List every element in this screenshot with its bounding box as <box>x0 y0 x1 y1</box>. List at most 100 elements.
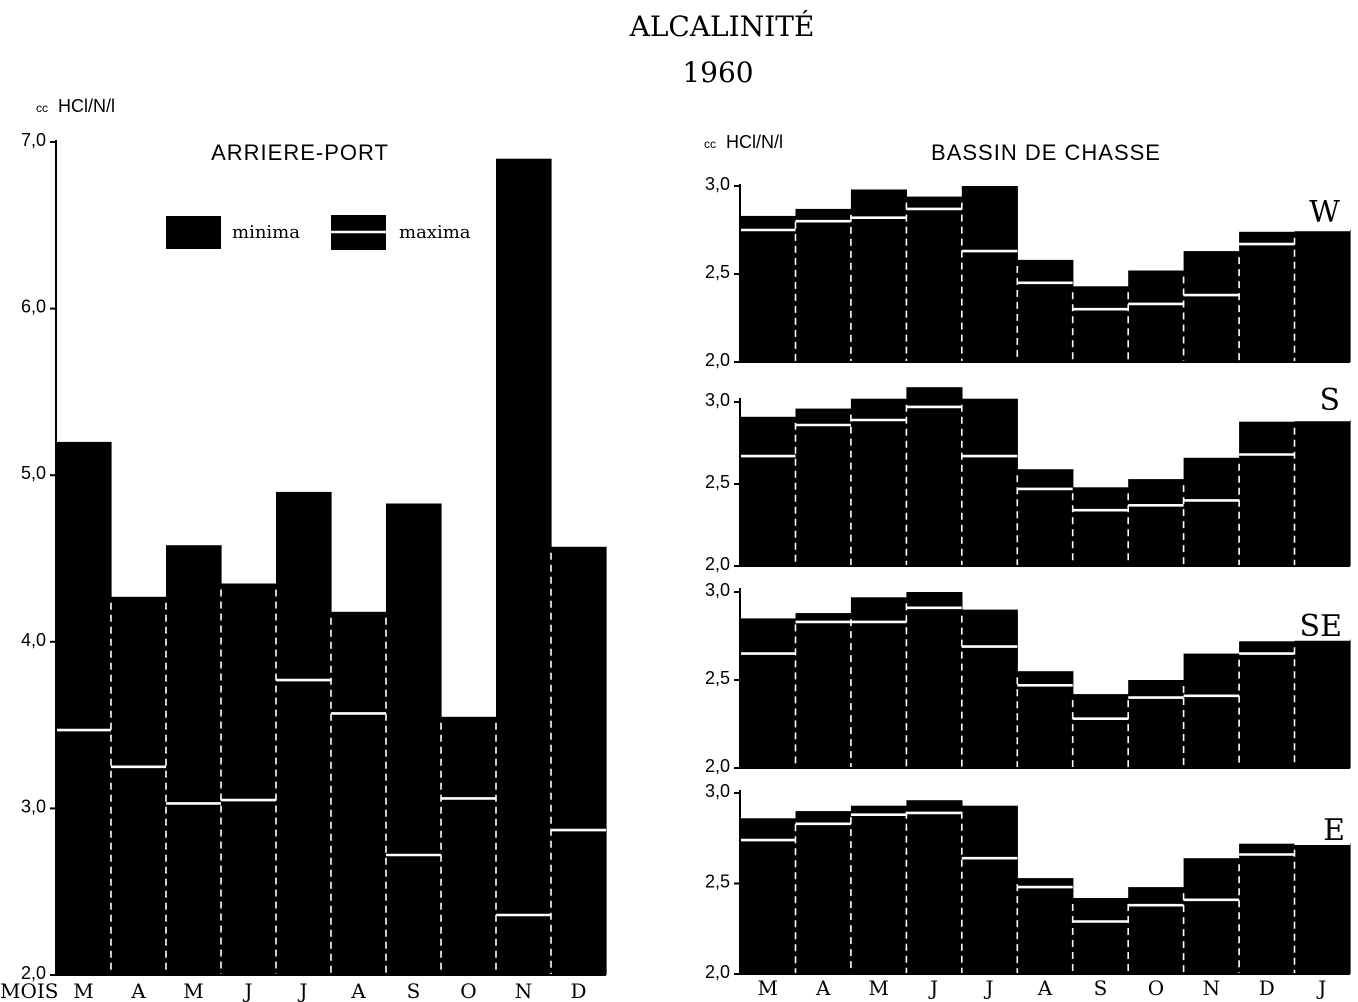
y-tick-label: 2,5 <box>705 262 730 282</box>
bar-maxima-J <box>276 491 332 975</box>
y-axis-unit-label: HCl/N/l <box>58 96 115 116</box>
y-tick-label: 7,0 <box>21 130 46 150</box>
bar-maxima-M <box>740 818 797 974</box>
bar-maxima-A <box>1017 671 1074 768</box>
y-tick-label: 3,0 <box>21 796 46 816</box>
x-tick-label: S <box>1094 976 1108 1000</box>
y-tick-label: 3,0 <box>705 781 730 801</box>
chart-panel-2: 2,0 2,5 3,0 S <box>705 383 1351 574</box>
bar-maxima-J <box>961 805 1018 974</box>
y-tick-label: 2,0 <box>705 756 730 776</box>
legend-minima-label: minima <box>232 222 300 243</box>
bar-maxima-S <box>1072 898 1129 974</box>
y-tick-label: 2,0 <box>705 962 730 982</box>
y-tick-label: 5,0 <box>21 463 46 483</box>
bar-maxima-O <box>1128 479 1185 566</box>
station-label: SE <box>1300 609 1342 644</box>
chart-layer: 2,0 3,0 4,0 5,0 6,0 7,0 M A M J J A S O N D ARRIERE-PORT… <box>21 96 1351 1002</box>
bar-maxima-D <box>551 546 607 975</box>
x-tick-label: N <box>515 979 533 1002</box>
bar-maxima-M <box>850 805 907 974</box>
chart-panel-1: 2,0 2,5 3,0 W BASSIN DE CHASSE cc HCl/N/l <box>704 132 1351 370</box>
bar-maxima-S <box>386 503 442 975</box>
bar-maxima-J <box>221 583 277 975</box>
bar-maxima-D <box>1239 231 1296 362</box>
bar-maxima-M <box>740 215 797 362</box>
x-tick-label: O <box>460 979 476 1002</box>
x-tick-label: A <box>815 976 831 1000</box>
bar-maxima-A <box>795 613 852 768</box>
y-tick-label: 3,0 <box>705 580 730 600</box>
bar-maxima-J <box>906 387 963 566</box>
bar-maxima-A <box>795 408 852 566</box>
bar-maxima-M <box>740 416 797 566</box>
x-tick-label: J <box>928 976 938 1000</box>
bar-maxima-A <box>795 811 852 974</box>
y-tick-label: 2,5 <box>705 668 730 688</box>
x-axis-label-mois: MOIS <box>0 979 58 1002</box>
bar-maxima-J <box>961 398 1018 566</box>
y-tick-label: 2,5 <box>705 872 730 892</box>
bar-maxima-J <box>1294 230 1351 362</box>
x-tick-label: M <box>868 976 888 1000</box>
x-tick-label: J <box>297 979 307 1002</box>
bar-maxima-J <box>906 592 963 768</box>
chart-panel-0: 2,0 3,0 4,0 5,0 6,0 7,0 M A M J J A S O N D ARRIERE-PORT… <box>21 96 607 1002</box>
bar-maxima-D <box>1239 843 1296 974</box>
bar-maxima-J <box>1294 843 1351 974</box>
bar-maxima-J <box>906 800 963 974</box>
bar-maxima-J <box>961 609 1018 768</box>
bar-maxima-D <box>1239 421 1296 566</box>
x-tick-label: D <box>1259 976 1275 1000</box>
y-tick-label: 6,0 <box>21 297 46 317</box>
chart-panel-3: 2,0 2,5 3,0 SE <box>705 580 1351 776</box>
bar-maxima-A <box>1017 469 1074 566</box>
bar-maxima-J <box>1294 639 1351 768</box>
station-label: S <box>1319 383 1340 418</box>
bar-maxima-D <box>1239 641 1296 768</box>
bar-maxima-M <box>740 618 797 768</box>
bar-maxima-N <box>1183 858 1240 974</box>
y-axis-unit-prefix: cc <box>36 101 48 115</box>
x-tick-label: A <box>1037 976 1053 1000</box>
y-tick-label: 2,0 <box>705 554 730 574</box>
bar-maxima-J <box>906 196 963 362</box>
x-tick-label: S <box>407 979 421 1002</box>
bar-maxima-M <box>166 545 222 975</box>
station-label: E <box>1323 813 1345 848</box>
bar-maxima-N <box>1183 457 1240 566</box>
panel-title: ARRIERE-PORT <box>211 140 389 165</box>
bar-maxima-O <box>441 716 497 975</box>
bar-maxima-M <box>850 398 907 566</box>
x-tick-label: O <box>1148 976 1164 1000</box>
chart-panel-4: 2,0 2,5 3,0 M A M J J A S O N D J E <box>705 781 1351 1000</box>
y-tick-label: 2,5 <box>705 472 730 492</box>
bar-maxima-S <box>1072 487 1129 566</box>
x-tick-label: J <box>1316 976 1326 1000</box>
y-axis-unit-prefix: cc <box>704 137 716 151</box>
x-tick-label: J <box>983 976 993 1000</box>
bar-maxima-A <box>1017 878 1074 974</box>
bar-maxima-O <box>1128 270 1185 362</box>
x-tick-label: M <box>73 979 93 1002</box>
x-tick-label: A <box>350 979 366 1002</box>
y-tick-label: 4,0 <box>21 630 46 650</box>
bar-maxima-N <box>1183 653 1240 768</box>
x-tick-label: N <box>1203 976 1221 1000</box>
y-tick-label: 2,0 <box>21 963 46 983</box>
legend: minima maxima <box>166 215 471 250</box>
bar-maxima-J <box>961 186 1018 362</box>
bar-maxima-A <box>1017 259 1074 362</box>
y-tick-label: 3,0 <box>705 174 730 194</box>
legend-maxima-label: maxima <box>399 222 471 243</box>
figure-year: 1960 <box>682 56 753 89</box>
bar-maxima-O <box>1128 887 1185 974</box>
bar-maxima-M <box>850 597 907 768</box>
y-tick-label: 2,0 <box>705 350 730 370</box>
bar-maxima-N <box>1183 251 1240 362</box>
x-tick-label: J <box>242 979 252 1002</box>
bar-maxima-A <box>795 208 852 362</box>
x-tick-label: M <box>757 976 777 1000</box>
bar-maxima-S <box>1072 694 1129 768</box>
